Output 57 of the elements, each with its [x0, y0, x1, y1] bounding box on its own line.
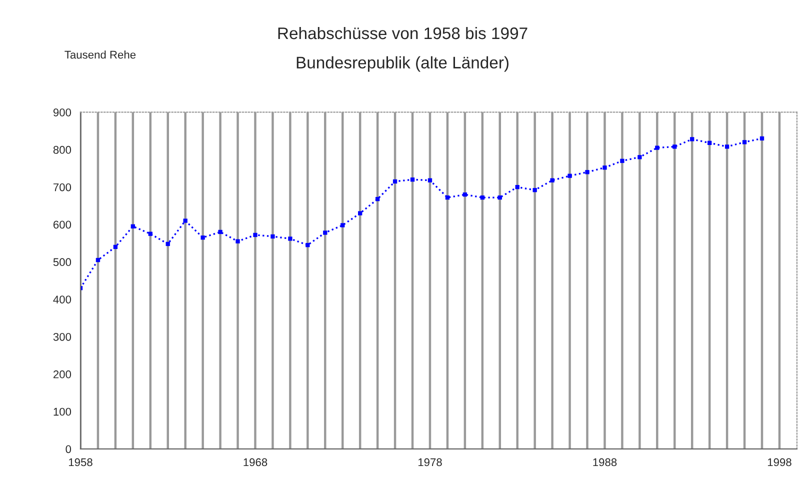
x-tick-label: 1998: [768, 458, 792, 466]
y-tick-label: 100: [54, 408, 72, 416]
point: [655, 146, 660, 150]
point: [585, 170, 590, 174]
point: [96, 258, 100, 262]
point: [428, 178, 432, 182]
point: [568, 174, 572, 178]
y-axis-title: Tausend Rehe: [64, 50, 136, 59]
point: [620, 158, 624, 163]
x-tick-label: 1988: [593, 458, 617, 466]
x-tick-label: 1968: [244, 458, 268, 466]
point: [218, 230, 222, 234]
y-tick-label: 700: [54, 183, 72, 192]
point: [532, 188, 537, 192]
point: [306, 242, 310, 248]
point: [340, 223, 345, 228]
chart-subtitle: Bundesrepublik (alte Länder): [296, 56, 508, 72]
point: [724, 144, 730, 149]
point: [270, 234, 275, 239]
point: [550, 178, 554, 182]
point: [183, 218, 188, 223]
point: [288, 236, 292, 241]
point: [113, 244, 118, 250]
point: [760, 136, 764, 141]
point: [130, 224, 136, 228]
point: [148, 232, 152, 236]
point: [707, 140, 712, 146]
point: [515, 184, 520, 190]
point: [375, 196, 380, 202]
y-tick-label: 800: [53, 146, 72, 154]
point: [410, 178, 415, 182]
y-tick-label: 300: [53, 332, 72, 341]
point: [392, 179, 398, 184]
point: [480, 195, 484, 200]
y-tick-label: 500: [53, 258, 72, 266]
point: [690, 137, 694, 142]
point: [638, 155, 642, 160]
point: [253, 232, 258, 238]
point: [498, 195, 502, 200]
point: [236, 239, 240, 244]
point: [602, 166, 607, 170]
y-tick-label: 0: [66, 445, 72, 454]
point: [323, 230, 328, 235]
point: [358, 211, 362, 216]
point: [462, 192, 468, 197]
y-tick-label: 400: [53, 296, 72, 304]
x-tick-label: 1978: [418, 458, 442, 466]
point: [445, 195, 450, 200]
point: [200, 235, 205, 240]
chart-title: Rehabschüsse von 1958 bis 1997: [278, 26, 528, 40]
y-tick-label: 600: [54, 220, 72, 229]
y-tick-label: 200: [53, 370, 72, 378]
point: [672, 144, 677, 149]
point: [166, 242, 170, 246]
point: [742, 140, 747, 144]
x-tick-label: 1958: [68, 458, 92, 466]
y-tick-label: 900: [53, 108, 72, 116]
